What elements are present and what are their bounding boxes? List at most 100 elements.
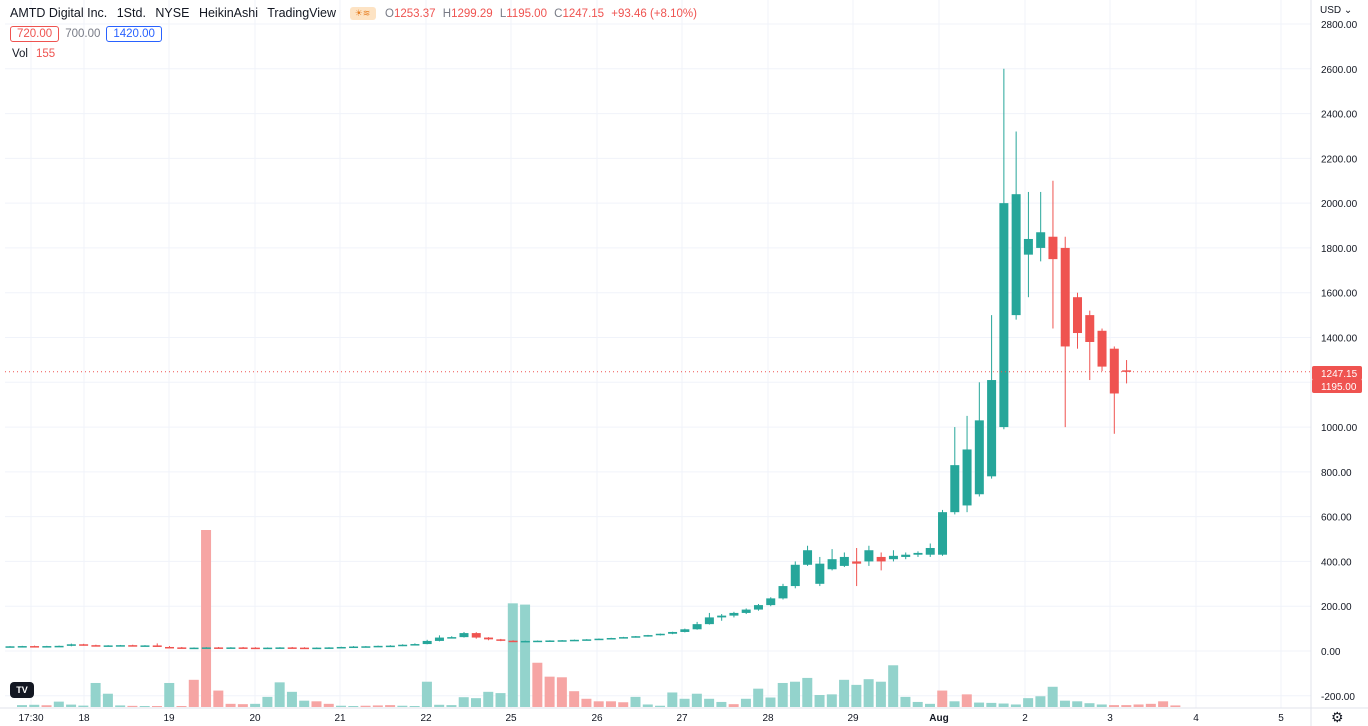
volume-bar — [176, 706, 187, 707]
candle — [803, 545, 813, 566]
volume-bar — [90, 682, 101, 707]
volume-bar — [1084, 703, 1095, 707]
candle — [177, 646, 187, 649]
candle — [128, 644, 138, 647]
volume-bar — [483, 691, 494, 707]
volume-bar — [790, 681, 801, 707]
volume-bar — [924, 703, 935, 707]
volume-bar — [740, 698, 751, 707]
candle — [238, 646, 248, 649]
level-inputs: 720.00 700.00 1420.00 — [10, 26, 162, 42]
volume-bar — [250, 703, 261, 707]
candle — [1048, 180, 1058, 329]
volume-bar — [863, 679, 874, 707]
candle — [729, 611, 739, 618]
volume-bar — [937, 690, 948, 707]
ohlc-values: O1253.37 H1299.29 L1195.00 C1247.15 +93.… — [385, 8, 701, 20]
volume-bar — [888, 665, 899, 707]
low-price-label: 1195.00 — [1321, 382, 1357, 393]
interval[interactable]: 1Std. — [116, 6, 146, 20]
volume-bar — [1133, 704, 1144, 707]
candle — [299, 647, 309, 650]
x-tick-label: 22 — [420, 713, 432, 724]
volume-bar — [1047, 686, 1058, 707]
x-tick-label: 20 — [249, 713, 261, 724]
volume-bar — [262, 696, 273, 707]
volume-bar — [998, 703, 1009, 707]
volume-bar — [17, 705, 27, 707]
candle — [1122, 360, 1132, 384]
candle — [79, 643, 89, 646]
volume-bar — [1121, 705, 1132, 707]
volume-bar — [912, 701, 923, 707]
candle — [42, 645, 52, 648]
candle — [655, 633, 665, 636]
candle — [619, 636, 628, 639]
open-value: 1253.37 — [393, 8, 436, 20]
y-tick-label: 1800.00 — [1321, 244, 1358, 255]
candle — [115, 644, 125, 647]
price-labels: 1247.15 1195.00 — [1312, 366, 1362, 393]
candle — [1036, 191, 1046, 262]
candle — [103, 645, 113, 647]
volume-bar — [1109, 705, 1120, 707]
candle — [275, 647, 285, 649]
candle — [385, 645, 395, 648]
candle — [741, 608, 751, 615]
settings-gear-icon[interactable]: ⚙ — [1331, 709, 1344, 725]
volume-bar — [397, 705, 408, 707]
time-axis[interactable]: 17:30 18 19 20 21 22 25 26 27 28 29 Aug 2 3 4 5 — [0, 707, 1368, 724]
candle — [888, 550, 898, 562]
level-right-box[interactable]: 1420.00 — [106, 26, 162, 42]
y-tick-label: 2200.00 — [1321, 154, 1358, 165]
high-value: 1299.29 — [451, 8, 493, 20]
volume-bar — [286, 691, 297, 707]
weather-icon[interactable]: ☀≋ — [349, 7, 376, 21]
candle — [91, 644, 101, 647]
low-label: L — [499, 8, 507, 20]
volume-bar — [679, 698, 690, 707]
volume-bar — [839, 679, 850, 707]
currency-label: USD — [1320, 5, 1342, 16]
y-tick-label: 2000.00 — [1321, 199, 1358, 210]
candle — [336, 646, 346, 649]
y-tick-label: 2400.00 — [1321, 110, 1358, 121]
volume-bar — [532, 662, 543, 707]
volume-bar — [704, 698, 715, 707]
x-tick-label: 18 — [78, 713, 90, 724]
candle — [913, 551, 923, 557]
candle — [766, 597, 776, 607]
volume-value: 155 — [36, 48, 56, 60]
volume-bar — [605, 701, 616, 707]
candle — [201, 647, 211, 649]
candle — [545, 640, 555, 642]
candle — [987, 315, 997, 479]
volume-bar — [102, 693, 113, 707]
volume-bar — [372, 705, 383, 707]
volume-bar — [1035, 696, 1046, 707]
volume-bar — [1072, 701, 1083, 707]
currency-selector[interactable]: USD ⌄ — [1320, 5, 1352, 16]
volume-bar — [1023, 698, 1034, 707]
high-label: H — [442, 8, 452, 20]
candle — [30, 645, 40, 648]
level-left-box[interactable]: 720.00 — [10, 26, 60, 42]
y-tick-label: 600.00 — [1321, 513, 1352, 524]
chart-style: HeikinAshi — [198, 6, 258, 20]
level-mid: 700.00 — [65, 28, 101, 40]
volume-bar — [544, 676, 555, 707]
volume-label[interactable]: Vol — [12, 48, 28, 60]
volume-bar — [802, 677, 813, 707]
last-price-label: 1247.15 — [1321, 369, 1358, 380]
volume-bar — [691, 693, 702, 707]
volume-bar — [1145, 703, 1156, 707]
candle — [606, 637, 616, 640]
volume-bar — [336, 705, 347, 707]
symbol-name[interactable]: AMTD Digital Inc. — [10, 6, 108, 20]
price-axis[interactable]: 2800.00 2600.00 2400.00 2200.00 2000.00 1800.… — [1310, 0, 1358, 726]
x-tick-label: 27 — [676, 713, 688, 724]
exchange: NYSE — [155, 6, 190, 20]
tradingview-logo-icon[interactable]: TV — [10, 682, 34, 698]
candle — [815, 556, 825, 587]
